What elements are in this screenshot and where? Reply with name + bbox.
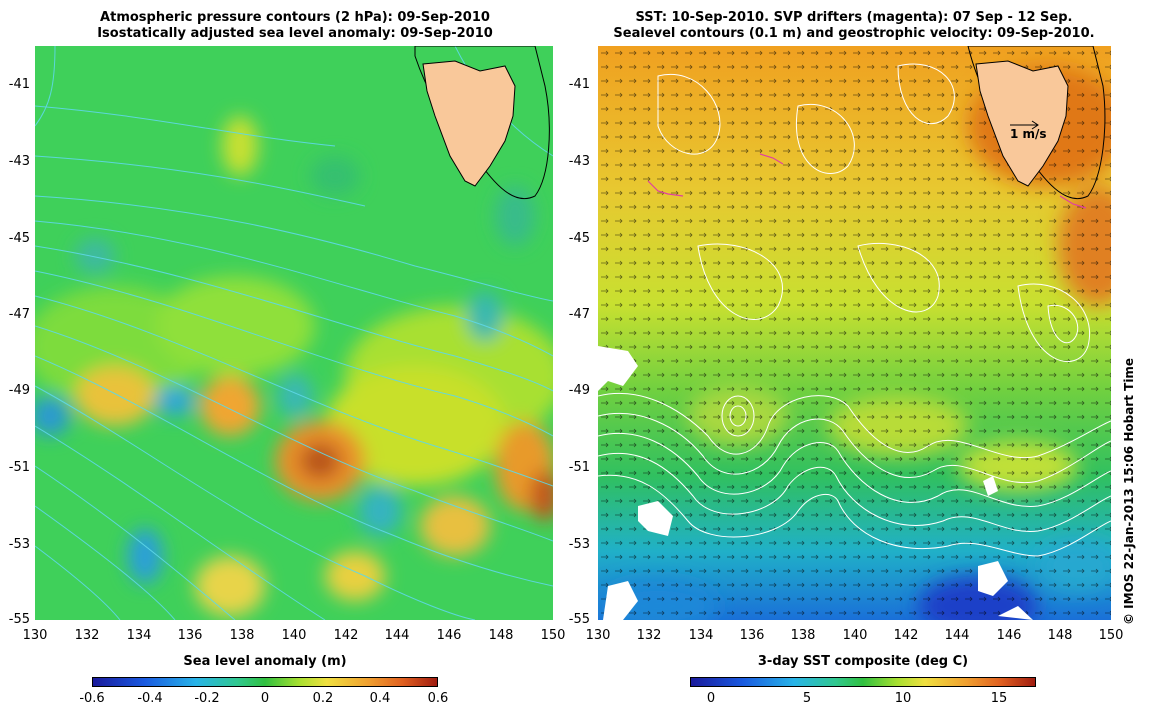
- left-colorbar-title: Sea level anomaly (m): [183, 654, 347, 669]
- y-tick: -55: [8, 612, 30, 627]
- colorbar-tick: 0: [706, 691, 716, 706]
- right-title-line2: Sealevel contours (0.1 m) and geostrophi…: [613, 26, 1095, 41]
- x-tick: 134: [688, 628, 714, 643]
- right-colorbar-title: 3-day SST composite (deg C): [757, 654, 969, 669]
- x-tick: 150: [540, 628, 566, 643]
- colorbar-tick: 15: [990, 691, 1008, 706]
- colorbar-tick: -0.2: [194, 691, 220, 706]
- sla-field: [35, 116, 553, 616]
- y-tick: -47: [568, 307, 590, 322]
- left-title-line1: Atmospheric pressure contours (2 hPa): 0…: [100, 10, 490, 25]
- y-tick: -41: [8, 77, 30, 92]
- colorbar-tick: 10: [894, 691, 912, 706]
- colorbar-tick: -0.4: [137, 691, 163, 706]
- imos-credit: © IMOS 22-Jan-2013 15:06 Hobart Time: [1122, 357, 1136, 625]
- x-tick: 140: [842, 628, 868, 643]
- y-tick: -45: [568, 231, 590, 246]
- x-tick: 140: [281, 628, 307, 643]
- y-tick: -53: [568, 537, 590, 552]
- x-tick: 132: [74, 628, 100, 643]
- right-colorbar: [690, 677, 1036, 687]
- y-tick: -47: [8, 307, 30, 322]
- left-colorbar: [92, 677, 438, 687]
- x-tick: 144: [944, 628, 970, 643]
- colorbar-tick: 0: [260, 691, 270, 706]
- sea-level-anomaly-map[interactable]: [35, 46, 553, 620]
- pressure-contours: [35, 46, 553, 620]
- colorbar-tick: 0.6: [427, 691, 449, 706]
- x-tick: 130: [585, 628, 611, 643]
- velocity-scale-label: 1 m/s: [1010, 127, 1047, 141]
- y-tick: -41: [568, 77, 590, 92]
- y-tick: -45: [8, 231, 30, 246]
- x-tick: 142: [333, 628, 359, 643]
- colorbar-tick: -0.6: [79, 691, 105, 706]
- left-title-line2: Isostatically adjusted sea level anomaly…: [97, 26, 493, 41]
- y-tick: -43: [568, 154, 590, 169]
- y-tick: -53: [8, 537, 30, 552]
- right-title-line1: SST: 10-Sep-2010. SVP drifters (magenta)…: [635, 10, 1073, 25]
- colorbar-tick: 0.4: [369, 691, 391, 706]
- x-tick: 150: [1098, 628, 1124, 643]
- colorbar-tick: 0.2: [312, 691, 334, 706]
- y-tick: -49: [568, 383, 590, 398]
- x-tick: 130: [22, 628, 48, 643]
- tasmania-landmass-icon: [414, 46, 550, 200]
- x-tick: 132: [636, 628, 662, 643]
- x-tick: 146: [436, 628, 462, 643]
- x-tick: 148: [488, 628, 514, 643]
- sst-map[interactable]: 1 m/s: [598, 46, 1111, 620]
- x-tick: 136: [739, 628, 765, 643]
- sealevel-contours: [598, 63, 1111, 557]
- cloud-mask: [598, 346, 1033, 620]
- x-tick: 148: [1047, 628, 1073, 643]
- y-tick: -49: [8, 383, 30, 398]
- velocity-scale-arrow: [1010, 120, 1039, 130]
- x-tick: 144: [384, 628, 410, 643]
- x-tick: 146: [996, 628, 1022, 643]
- y-tick: -51: [8, 460, 30, 475]
- x-tick: 138: [790, 628, 816, 643]
- sea-level-anomaly-svg: [35, 46, 553, 620]
- colorbar-tick: 5: [802, 691, 812, 706]
- y-tick: -51: [568, 460, 590, 475]
- tasmania-landmass-icon: [967, 46, 1106, 200]
- y-tick: -43: [8, 154, 30, 169]
- y-tick: -55: [568, 612, 590, 627]
- sst-svg: 1 m/s: [598, 46, 1111, 620]
- svp-drifter-tracks: [647, 153, 1087, 209]
- x-tick: 134: [126, 628, 152, 643]
- x-tick: 138: [229, 628, 255, 643]
- x-tick: 142: [893, 628, 919, 643]
- x-tick: 136: [177, 628, 203, 643]
